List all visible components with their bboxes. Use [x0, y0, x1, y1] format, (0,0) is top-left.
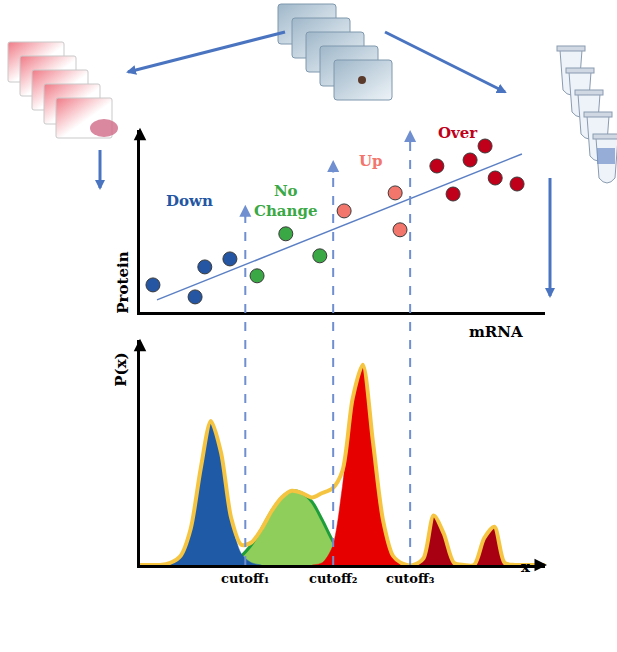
svg-text:Over: Over — [438, 124, 478, 142]
svg-text:cutoff₂: cutoff₂ — [309, 571, 357, 586]
svg-text:Up: Up — [359, 152, 383, 170]
svg-text:x: x — [521, 558, 531, 576]
svg-text:NoChange: NoChange — [254, 182, 318, 220]
svg-text:Protein: Protein — [114, 251, 132, 313]
svg-text:P(x): P(x) — [112, 352, 130, 386]
svg-text:Down: Down — [166, 192, 213, 210]
svg-text:mRNA: mRNA — [469, 323, 523, 341]
svg-text:cutoff₁: cutoff₁ — [221, 571, 269, 586]
svg-text:cutoff₃: cutoff₃ — [386, 571, 435, 586]
